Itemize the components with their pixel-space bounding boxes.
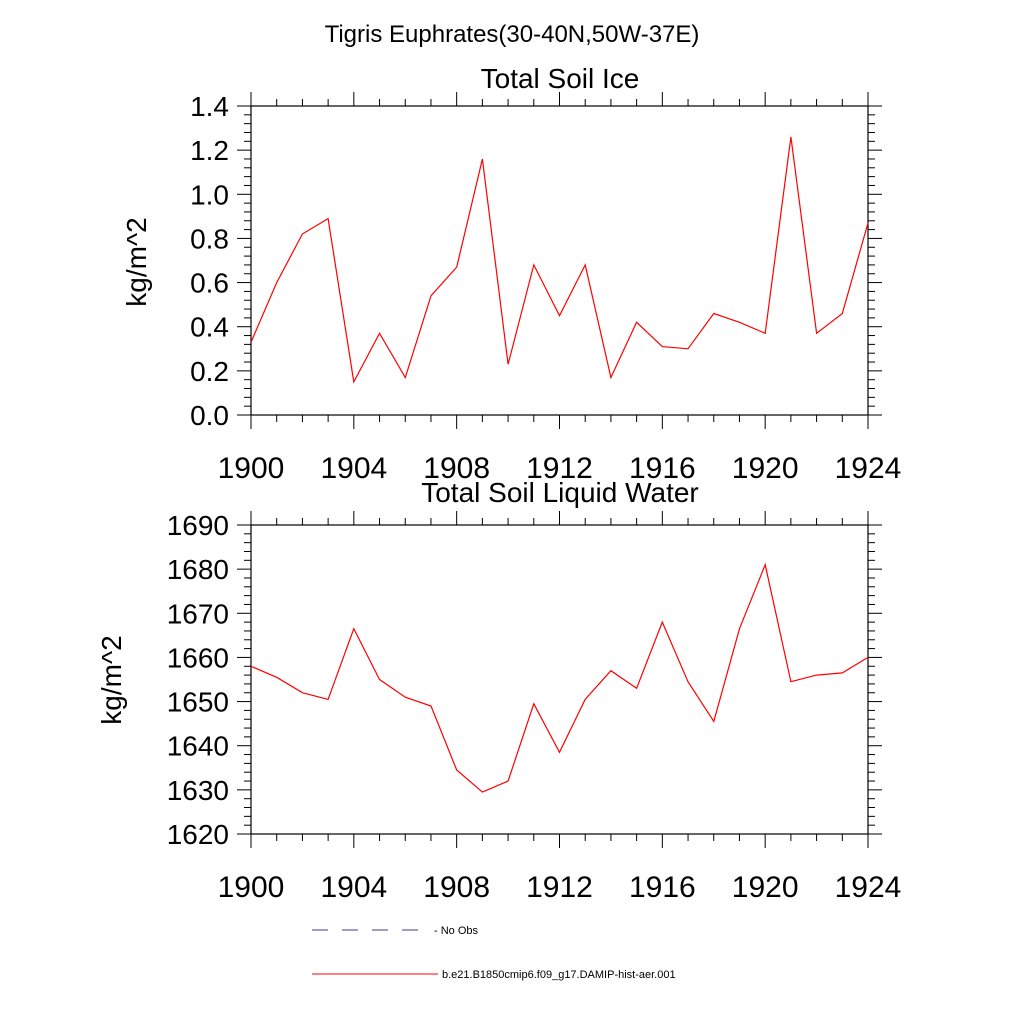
x-tick-label: 1916 (629, 871, 696, 904)
x-tick-label: 1920 (732, 452, 799, 485)
y-tick-label: 1670 (167, 598, 229, 629)
panel-title-liquid: Total Soil Liquid Water (421, 477, 699, 508)
x-tick-label: 1904 (320, 871, 387, 904)
y-axis-label-liquid: kg/m^2 (96, 635, 127, 724)
y-tick-label: 1650 (167, 687, 229, 718)
y-tick-label: 0.6 (190, 268, 229, 299)
y-tick-label: 0.8 (190, 223, 229, 254)
x-tick-label: 1912 (526, 452, 593, 485)
y-tick-label: 1.0 (190, 179, 229, 210)
legend-label-model: b.e21.B1850cmip6.f09_g17.DAMIP-hist-aer.… (442, 969, 676, 981)
ticks-ice: 0.0 0.2 0.4 0.6 0.8 1.0 1.2 1.4 1900 1904 1908 1912… (190, 91, 901, 485)
series-line (250, 136, 869, 384)
x-tick-label: 1908 (423, 871, 490, 904)
y-tick-label: 0.4 (190, 312, 229, 343)
ticks-liquid: 1620 1630 1640 1650 1660 1670 1680 1690 1900 1904… (167, 510, 902, 904)
y-tick-label: 1620 (167, 819, 229, 850)
x-tick-label: 1908 (423, 452, 490, 485)
y-tick-label: 0.0 (190, 400, 229, 431)
panel-title-ice: Total Soil Ice (481, 63, 640, 94)
plot-frame-ice (250, 105, 869, 416)
y-tick-label: 1680 (167, 554, 229, 585)
lines-liquid (250, 562, 869, 793)
x-tick-label: 1916 (629, 452, 696, 485)
panel-total-soil-liquid-water: Total Soil Liquid Water kg/m^2 162016301… (96, 477, 901, 904)
y-tick-label: 1.4 (190, 91, 229, 122)
y-tick-label: 1630 (167, 775, 229, 806)
x-tick-label: 1920 (732, 871, 799, 904)
y-tick-label: 0.2 (190, 356, 229, 387)
y-tick-label: 1690 (167, 510, 229, 541)
y-axis-label-ice: kg/m^2 (121, 217, 152, 306)
x-tick-label: 1924 (835, 871, 902, 904)
y-tick-label: 1640 (167, 731, 229, 762)
y-tick-label: 1660 (167, 642, 229, 673)
x-tick-label: 1924 (835, 452, 902, 485)
plot-frame-liquid (250, 524, 869, 835)
legend-label-no-obs: - No Obs (434, 925, 479, 937)
x-tick-label: 1912 (526, 871, 593, 904)
legend: - No Obs b.e21.B1850cmip6.f09_g17.DAMIP-… (312, 925, 676, 981)
panel-total-soil-ice: Total Soil Ice kg/m^2 0.0 0.2 0.4 0.6 0.8 1.0… (121, 63, 901, 485)
x-tick-label: 1900 (218, 871, 285, 904)
lines-ice (250, 136, 869, 384)
y-tick-label: 1.2 (190, 135, 229, 166)
x-tick-label: 1900 (218, 452, 285, 485)
series-line (250, 562, 869, 793)
figure-title: Tigris Euphrates(30-40N,50W-37E) (325, 21, 700, 48)
x-tick-label: 1904 (320, 452, 387, 485)
